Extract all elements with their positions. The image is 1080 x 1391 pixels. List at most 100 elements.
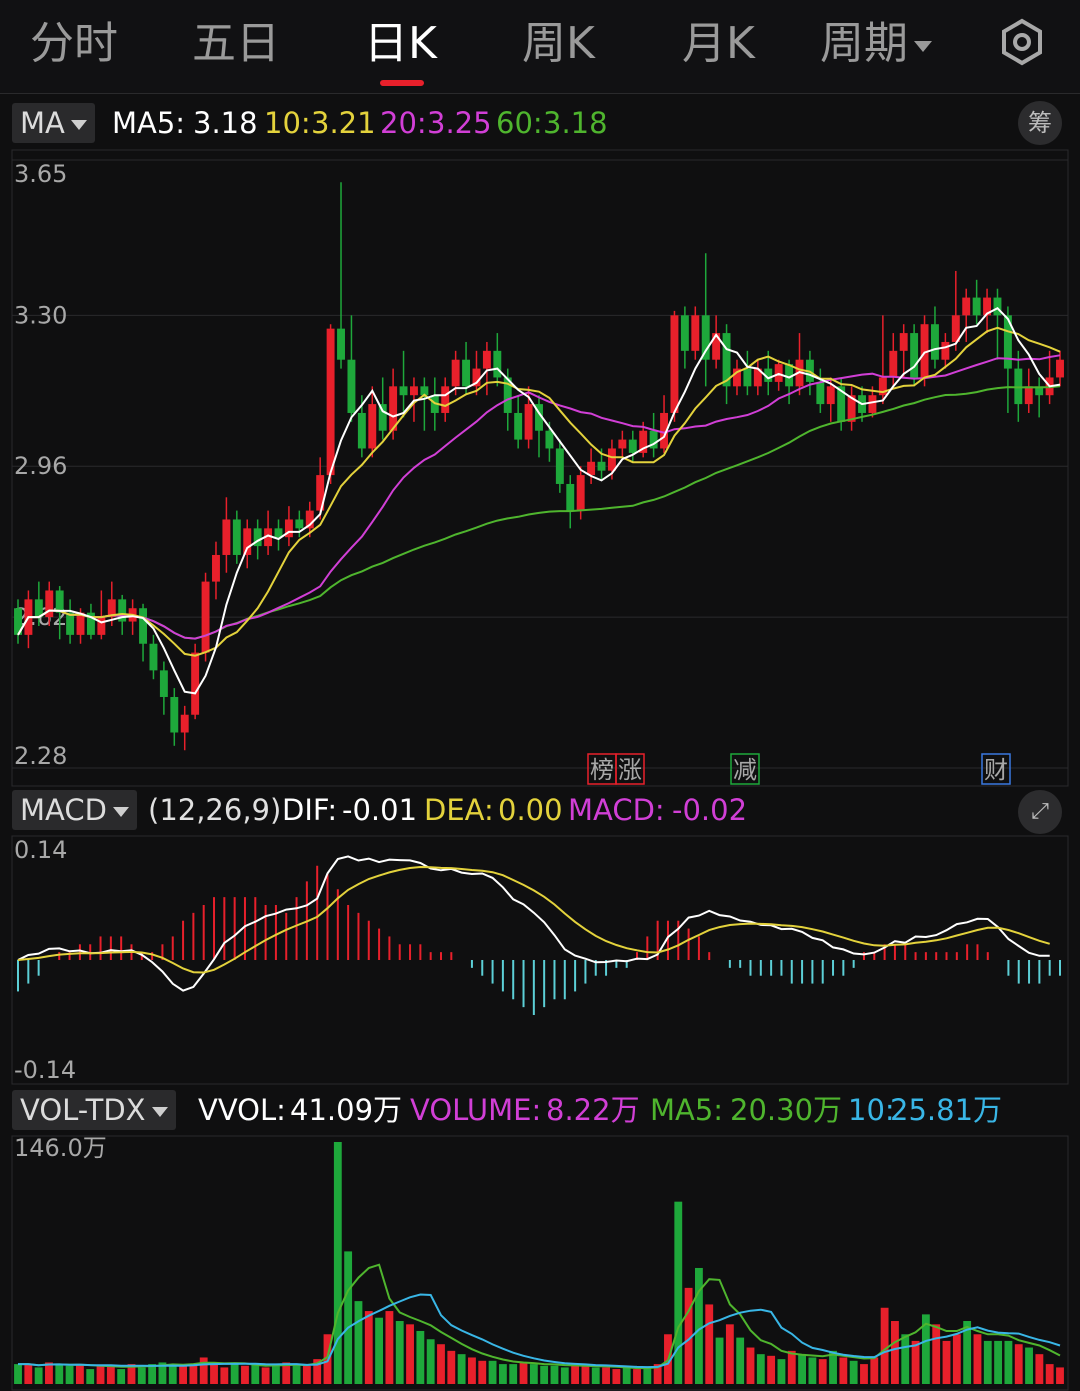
event-tag-label: 涨	[618, 756, 642, 784]
expand-icon[interactable]: ⤢	[1018, 790, 1062, 834]
ma5-line	[17, 306, 1061, 695]
price-axis-label: 3.30	[14, 301, 67, 329]
volume-bar	[137, 1367, 146, 1384]
volume-bar	[983, 1340, 992, 1384]
tab-weekly-k[interactable]: 周K	[522, 18, 595, 69]
vol-ma10-label: 10:	[848, 1093, 895, 1127]
volume-bar	[1004, 1340, 1013, 1384]
volume-bar	[395, 1321, 404, 1384]
volume-bar	[540, 1365, 549, 1384]
volume-bar	[643, 1367, 652, 1384]
volume-bar	[344, 1251, 353, 1384]
volume-bar	[498, 1364, 507, 1384]
period-tab-bar: 分时 五日 日K 周K 月K 周期	[0, 0, 1080, 94]
candle-body	[660, 412, 668, 449]
candle-body	[951, 315, 960, 342]
tab-five-day[interactable]: 五日	[192, 18, 280, 69]
volume-bar	[292, 1364, 301, 1384]
volume-chart[interactable]: 146.0万	[0, 1134, 1080, 1391]
volume-bar	[612, 1369, 621, 1384]
candle-body	[410, 386, 418, 396]
volume-indicator-select[interactable]: VOL-TDX	[12, 1090, 176, 1130]
macd-value: -0.02	[672, 793, 748, 827]
volume-bar	[34, 1367, 43, 1384]
candle-body	[139, 608, 147, 644]
candle-body	[993, 297, 1002, 316]
volume-bar	[241, 1365, 249, 1384]
volume-bar	[715, 1337, 724, 1384]
macd-indicator-label: MACD	[20, 793, 107, 827]
volume-bar	[220, 1367, 229, 1384]
candle-body	[899, 333, 908, 351]
dif-label: DIF:	[282, 793, 338, 827]
volume-bar	[591, 1367, 600, 1384]
settings-icon[interactable]	[998, 18, 1046, 66]
volume-bar	[529, 1364, 538, 1384]
volume-bar	[921, 1314, 930, 1384]
volume-bar	[519, 1362, 528, 1384]
volume-bar	[199, 1357, 208, 1384]
volume-bar	[777, 1359, 786, 1384]
volume-bar	[725, 1324, 734, 1384]
ma20-line	[17, 354, 1061, 640]
volume-bar	[705, 1304, 714, 1384]
candle-body	[920, 324, 929, 378]
candle-body	[451, 359, 460, 387]
macd-params: (12,26,9)	[148, 793, 282, 827]
candle-body	[931, 324, 939, 360]
candle-body	[618, 439, 627, 449]
candle-body	[878, 377, 887, 396]
candle-body	[607, 448, 616, 471]
candle-body	[86, 612, 95, 635]
candle-body	[545, 430, 554, 449]
ma-indicator-select[interactable]: MA	[12, 103, 95, 143]
volume-bar	[808, 1357, 817, 1384]
volume-bar	[973, 1334, 982, 1384]
volume-bar	[375, 1317, 384, 1384]
tab-intraday[interactable]: 分时	[30, 18, 118, 69]
chip-distribution-button[interactable]: 筹	[1018, 101, 1062, 145]
candle-body	[764, 368, 773, 382]
candle-body	[66, 612, 75, 635]
chevron-down-icon	[151, 1107, 168, 1117]
volume-bar	[1056, 1367, 1064, 1384]
event-tag-box	[615, 753, 645, 785]
dif-value: -0.01	[342, 793, 418, 827]
volume-bar	[932, 1324, 941, 1384]
tab-period-dropdown[interactable]: 周期	[820, 14, 932, 74]
volume-bar	[426, 1339, 435, 1384]
volume-bar	[96, 1365, 105, 1384]
ma-legend: MA MA5: 3.18 10: 3.21 20: 3.25 60: 3.18 …	[0, 99, 1080, 147]
volume-bar	[189, 1364, 198, 1384]
candle-body	[284, 519, 293, 538]
volume-bar	[457, 1354, 466, 1384]
volume-ma10-line	[18, 1293, 1061, 1369]
candle-body	[201, 581, 210, 653]
candle-body	[107, 599, 116, 618]
dea-label: DEA:	[424, 793, 494, 827]
candle-body	[264, 528, 273, 547]
event-tag-label: 榜	[590, 756, 614, 784]
candle-body	[305, 510, 314, 529]
candle-body	[357, 412, 366, 449]
macd-indicator-select[interactable]: MACD	[12, 790, 137, 830]
volume-bar	[952, 1334, 961, 1384]
tab-daily-k[interactable]: 日K	[364, 18, 437, 69]
volume-bar	[550, 1365, 559, 1384]
price-axis-label: 3.65	[14, 160, 67, 188]
volume-bar	[333, 1142, 342, 1384]
volume-bar	[406, 1324, 414, 1384]
ma20-value: 3.25	[427, 106, 492, 140]
dea-value: 0.00	[498, 793, 563, 827]
macd-chart[interactable]: 0.14 -0.14	[0, 834, 1080, 1086]
volume-frame	[11, 1135, 1069, 1391]
volume-bar	[787, 1350, 796, 1384]
volume-bar	[756, 1354, 765, 1384]
candle-body	[420, 386, 429, 396]
candle-body	[503, 377, 512, 413]
volume-bar	[261, 1367, 270, 1384]
volume-bar	[385, 1311, 394, 1384]
volume-bar	[560, 1367, 569, 1384]
tab-monthly-k[interactable]: 月K	[682, 18, 755, 69]
